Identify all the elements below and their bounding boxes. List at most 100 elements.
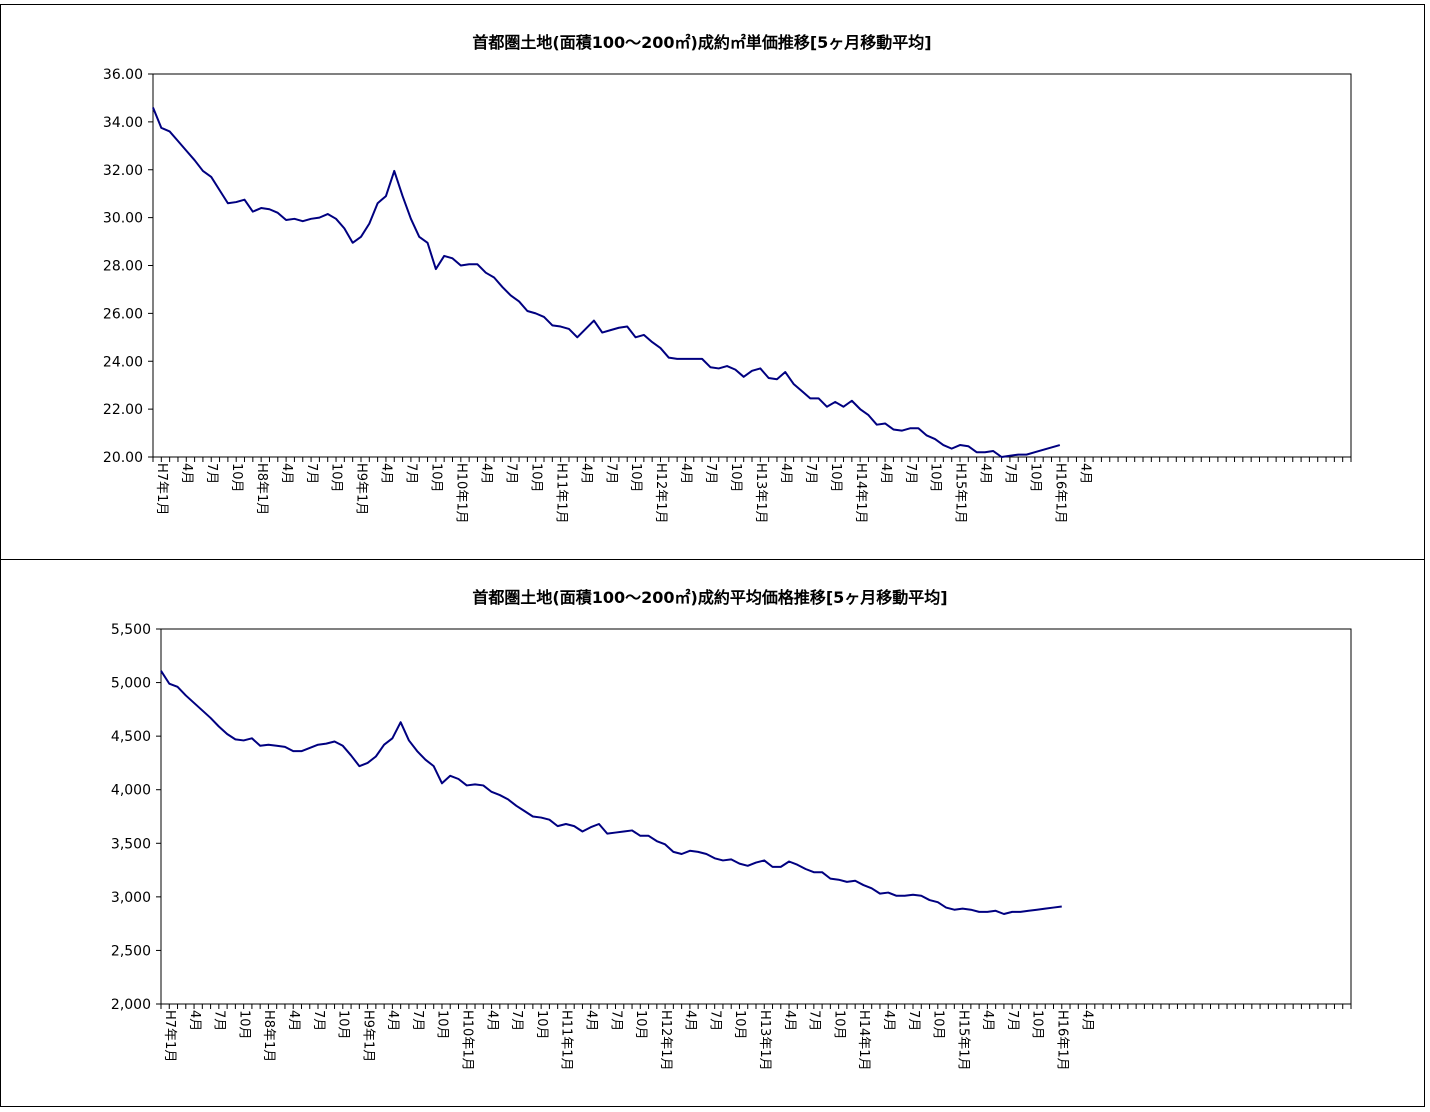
x-tick-label: 7月 [212, 1010, 227, 1031]
x-tick-label: 10月 [728, 463, 743, 493]
x-tick-label: 4月 [980, 1010, 995, 1031]
y-tick-label: 3,500 [111, 836, 151, 852]
x-tick-label: H15年1月 [955, 1010, 970, 1071]
y-tick-label: 2,500 [111, 943, 151, 959]
y-tick-label: 4,000 [111, 783, 151, 799]
chart-title: 首都圏土地(面積100～200㎡)成約㎡単価推移[5ヶ月移動平均] [472, 33, 931, 52]
x-tick-label: 7月 [509, 1010, 524, 1031]
x-tick-label: H9年1月 [354, 463, 369, 515]
y-tick-label: 20.00 [103, 450, 143, 466]
x-tick-label: H10年1月 [460, 1010, 475, 1071]
x-tick-label: 10月 [1030, 1010, 1045, 1040]
y-tick-label: 30.00 [103, 211, 143, 227]
x-tick-label: 10月 [732, 1010, 747, 1040]
x-tick-label: H12年1月 [653, 463, 668, 524]
chart-average-price: 首都圏土地(面積100～200㎡)成約平均価格推移[5ヶ月移動平均] 2,000… [111, 588, 1352, 1071]
x-tick-label: 10月 [828, 463, 843, 493]
x-tick-label: H8年1月 [261, 1010, 276, 1062]
x-tick-label: 7月 [1003, 463, 1018, 484]
x-tick-label: 10月 [329, 463, 344, 493]
x-tick-label: 7月 [803, 463, 818, 484]
x-tick-label: 4月 [878, 463, 893, 484]
x-tick-label: 10月 [435, 1010, 450, 1040]
x-tick-label: H8年1月 [254, 463, 269, 515]
x-tick-label: 7月 [703, 463, 718, 484]
y-tick-label: 32.00 [103, 163, 143, 179]
x-tick-label: 4月 [385, 1010, 400, 1031]
x-tick-label: 10月 [931, 1010, 946, 1040]
series-line [152, 107, 1061, 458]
y-tick-label: 5,500 [111, 622, 151, 638]
x-tick-label: 4月 [286, 1010, 301, 1031]
x-tick-label: 4月 [678, 463, 693, 484]
x-tick-label: 4月 [978, 463, 993, 484]
y-tick-label: 34.00 [103, 115, 143, 131]
x-tick-label: 7月 [603, 463, 618, 484]
x-tick-label: 7月 [707, 1010, 722, 1031]
x-tick-label: 7月 [903, 463, 918, 484]
x-tick-label: 7月 [311, 1010, 326, 1031]
x-tick-label: 4月 [478, 463, 493, 484]
x-tick-label: 4月 [881, 1010, 896, 1031]
plot-area [160, 628, 1352, 1005]
x-tick-label: 10月 [336, 1010, 351, 1040]
y-tick-label: 4,500 [111, 729, 151, 745]
x-tick-label: 7月 [906, 1010, 921, 1031]
x-tick-label: 10月 [229, 463, 244, 493]
x-tick-label: 4月 [279, 463, 294, 484]
chart-unit-price: 首都圏土地(面積100～200㎡)成約㎡単価推移[5ヶ月移動平均] 20.00 2… [103, 33, 1352, 524]
series-line [160, 670, 1062, 915]
x-tick-label: H9年1月 [360, 1010, 375, 1062]
x-tick-label: H7年1月 [154, 463, 169, 515]
x-tick-label: H11年1月 [559, 1010, 574, 1071]
x-tick-label: 4月 [578, 463, 593, 484]
x-tick-label: 4月 [179, 463, 194, 484]
x-tick-label: 10月 [928, 463, 943, 493]
y-tick-label: 26.00 [103, 306, 143, 322]
x-tick-label: 4月 [683, 1010, 698, 1031]
x-tick-label: 7月 [608, 1010, 623, 1031]
x-tick-label: 7月 [1005, 1010, 1020, 1031]
x-tick-label: 7月 [503, 463, 518, 484]
y-tick-label: 2,000 [111, 997, 151, 1013]
y-tick-label: 5,000 [111, 676, 151, 692]
x-tick-label: 10月 [528, 463, 543, 493]
x-tick-label: 4月 [583, 1010, 598, 1031]
y-tick-label: 3,000 [111, 890, 151, 906]
x-tick-label: H16年1月 [1055, 1010, 1070, 1071]
x-tick-label: 7月 [304, 463, 319, 484]
x-tick-label: H11年1月 [553, 463, 568, 524]
x-tick-label: 4月 [782, 1010, 797, 1031]
x-tick-label: 7月 [204, 463, 219, 484]
x-tick-label: H14年1月 [853, 463, 868, 524]
x-tick-label: 10月 [534, 1010, 549, 1040]
x-tick-label: 10月 [236, 1010, 251, 1040]
y-tick-label: 24.00 [103, 354, 143, 370]
chart-title: 首都圏土地(面積100～200㎡)成約平均価格推移[5ヶ月移動平均] [472, 588, 947, 607]
x-tick-label: H16年1月 [1053, 463, 1068, 524]
chart-frame-bottom [0, 559, 1425, 1107]
x-tick-label: H7年1月 [162, 1010, 177, 1062]
x-tick-label: 4月 [1077, 463, 1092, 484]
y-tick-label: 28.00 [103, 259, 143, 275]
x-tick-label: H13年1月 [753, 463, 768, 524]
x-tick-label: 10月 [429, 463, 444, 493]
x-tick-label: 10月 [628, 463, 643, 493]
x-tick-label: 10月 [633, 1010, 648, 1040]
x-tick-label: H13年1月 [757, 1010, 772, 1071]
x-tick-label: 4月 [778, 463, 793, 484]
x-tick-label: H12年1月 [658, 1010, 673, 1071]
x-tick-label: 7月 [807, 1010, 822, 1031]
plot-area [152, 73, 1352, 458]
x-tick-label: H15年1月 [953, 463, 968, 524]
x-tick-label: H14年1月 [856, 1010, 871, 1071]
x-tick-label: 7月 [410, 1010, 425, 1031]
x-tick-label: 10月 [1028, 463, 1043, 493]
y-tick-label: 22.00 [103, 402, 143, 418]
x-tick-label: 10月 [831, 1010, 846, 1040]
x-tick-label: 4月 [379, 463, 394, 484]
x-tick-label: H10年1月 [454, 463, 469, 524]
x-tick-label: 4月 [484, 1010, 499, 1031]
